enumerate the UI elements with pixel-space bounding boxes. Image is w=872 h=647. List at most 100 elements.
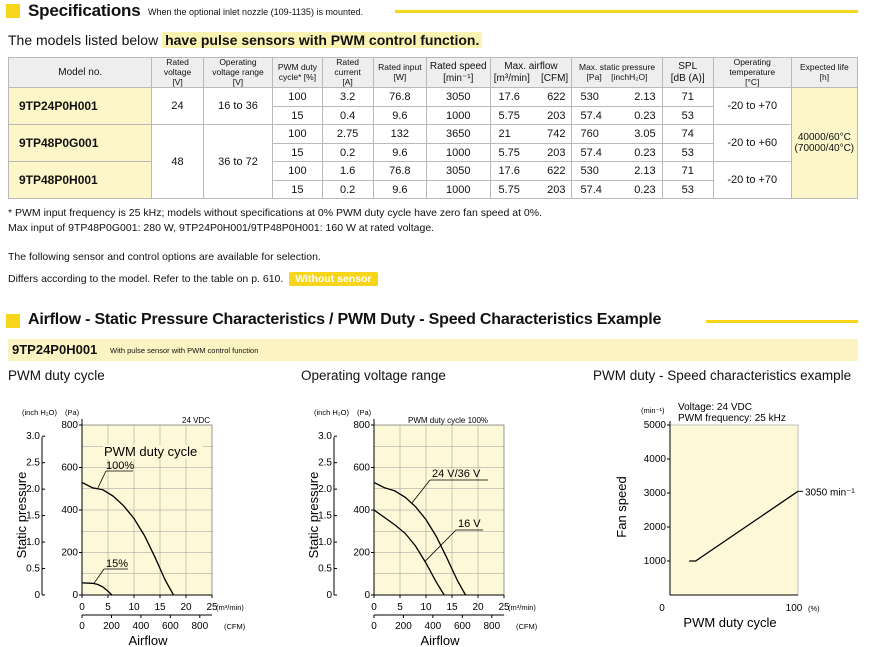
y-unit-pa: (Pa) <box>65 408 80 417</box>
th-speed: Rated speed [min⁻¹] <box>425 56 491 89</box>
annotation-text: PWM duty cycle <box>104 444 197 459</box>
intro-prefix: The models listed below <box>8 32 159 48</box>
cell-op-range: 36 to 72 <box>202 124 274 200</box>
y-tick-label-inch: 3.0 <box>26 431 40 442</box>
chart-title-voltage: Operating voltage range <box>301 368 446 383</box>
section-marker-square <box>6 4 20 18</box>
model-bar-name: 9TP24P0H001 <box>12 342 98 357</box>
cell-input: 76.8 <box>372 87 427 107</box>
series-curve <box>81 582 113 596</box>
cell-air-cfm: 622 <box>530 161 573 181</box>
cell-air-cfm: 622 <box>530 87 573 107</box>
cell-input: 9.6 <box>372 142 427 163</box>
chart-top-note: 24 VDC <box>182 416 210 425</box>
cell-spl: 53 <box>661 142 714 163</box>
series-leader <box>93 568 105 584</box>
cell-air-m3: 5.75 <box>489 142 531 163</box>
cell-pa: 530 <box>571 87 611 107</box>
x-tick-label: 5 <box>397 602 403 613</box>
table-row: 9TP48P0H001 100 1.6 76.8 3050 17.6 622 5… <box>7 161 858 200</box>
x-tick-label: 10 <box>128 602 140 613</box>
x-tick-label: 25 <box>206 602 218 613</box>
cell-current: 3.2 <box>321 87 374 107</box>
cell-pwm: 100 <box>272 161 323 181</box>
table-row: 9TP48P0G001 48 36 to 72 100 2.75 132 365… <box>7 124 858 200</box>
cell-pwm: 100 <box>272 87 323 107</box>
y-tick-label-pa: 400 <box>353 505 370 516</box>
cell-air-cfm: 203 <box>530 179 573 200</box>
cell-input: 9.6 <box>372 179 427 200</box>
section-rule <box>395 10 858 13</box>
y-tick-label-pa: 0 <box>364 590 370 601</box>
y-tick-label-inch: 1.0 <box>26 537 40 548</box>
series-curve <box>373 509 445 596</box>
th-input: Rated input [W] <box>372 56 427 89</box>
without-sensor-badge[interactable]: Without sensor <box>289 272 378 286</box>
cell-inch: 2.13 <box>610 87 663 107</box>
selection-line: The following sensor and control options… <box>8 251 321 263</box>
x-tick-label: 25 <box>498 602 510 613</box>
y-tick-label: 5000 <box>644 420 667 431</box>
x-axis-label: Airflow <box>128 633 168 647</box>
model-name: 9TP48P0G001 <box>7 124 153 163</box>
series-curve <box>373 481 467 596</box>
series-leader <box>411 479 431 504</box>
y-axis-label: Static pressure <box>14 472 29 559</box>
cell-input: 76.8 <box>372 161 427 181</box>
x-tick-label: 0 <box>659 603 665 614</box>
section-title: Specifications <box>28 1 141 20</box>
cell-rated-voltage: 24 <box>151 87 204 126</box>
cell-life: 40000/60°C (70000/40°C) <box>790 87 859 200</box>
cell-pa: 57.4 <box>571 179 611 200</box>
info-frequency: PWM frequency: 25 kHz <box>678 413 786 424</box>
cell-temp: -20 to +70 <box>712 161 792 200</box>
cell-speed: 3050 <box>425 161 491 181</box>
th-airflow: Max. airflow [m³/min] [CFM] <box>489 56 573 89</box>
x2-tick-label: 400 <box>133 621 150 632</box>
x-tick-label: 100 <box>786 603 803 614</box>
y-tick-label: 2000 <box>644 522 667 533</box>
cell-speed: 3650 <box>425 124 491 144</box>
section-marker-square <box>6 314 20 328</box>
footnote: * PWM input frequency is 25 kHz; models … <box>8 207 542 219</box>
cell-air-cfm: 203 <box>530 105 573 126</box>
chart-top-note: PWM duty cycle 100% <box>408 416 488 425</box>
cell-air-m3: 21 <box>489 124 531 144</box>
y-tick-label-inch: 2.0 <box>26 484 40 495</box>
y-unit: (min⁻¹) <box>641 406 665 415</box>
y-tick-label-inch: 1.5 <box>318 511 332 522</box>
y-unit-inch: (inch H₂O) <box>22 408 58 417</box>
th-rated-voltage: Rated voltage [V] <box>151 56 204 89</box>
cell-current: 0.4 <box>321 105 374 126</box>
chart-title-speed: PWM duty - Speed characteristics example <box>593 368 852 383</box>
cell-current: 1.6 <box>321 161 374 181</box>
y-tick-label-inch: 1.5 <box>26 511 40 522</box>
x-axis-label: PWM duty cycle <box>683 615 776 630</box>
cell-temp: -20 to +70 <box>712 87 792 126</box>
y-tick-label: 3000 <box>644 488 667 499</box>
cell-inch: 2.13 <box>610 161 663 181</box>
th-pressure: Max. static pressure [Pa] [inchH₂O] <box>571 56 663 89</box>
cell-speed: 1000 <box>425 179 491 200</box>
table-header-row: Model no. Rated voltage [V] Operating vol… <box>7 56 859 89</box>
cell-inch: 0.23 <box>610 142 663 163</box>
section-note: When the optional inlet nozzle (109-1135… <box>148 7 363 17</box>
x2-unit: (CFM) <box>516 622 538 631</box>
x-unit: (%) <box>808 604 820 613</box>
model-name: 9TP24P0H001 <box>7 87 153 126</box>
cell-spl: 71 <box>661 161 714 181</box>
cell-rated-voltage: 48 <box>151 124 204 200</box>
plot-area <box>669 424 799 596</box>
th-current: Rated current [A] <box>321 56 374 89</box>
series-label: 100% <box>106 460 134 472</box>
chart-title-pwm: PWM duty cycle <box>8 368 105 383</box>
series-leader <box>424 529 457 562</box>
intro-line: The models listed below have pulse senso… <box>8 32 483 48</box>
x2-tick-label: 600 <box>454 621 471 632</box>
series-label: 15% <box>106 558 128 570</box>
specifications-header: Specifications When the optional inlet n… <box>0 0 872 24</box>
x-tick-label: 15 <box>154 602 166 613</box>
y-axis-label: Fan speed <box>614 476 629 537</box>
